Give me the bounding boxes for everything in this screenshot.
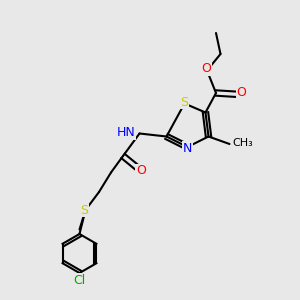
Text: N: N <box>183 142 192 155</box>
Text: S: S <box>181 95 188 109</box>
Text: HN: HN <box>116 126 135 139</box>
Text: O: O <box>201 62 211 76</box>
Text: O: O <box>136 164 146 178</box>
Text: S: S <box>80 203 88 217</box>
Text: Cl: Cl <box>74 274 86 287</box>
Text: CH₃: CH₃ <box>232 138 253 148</box>
Text: O: O <box>236 86 246 100</box>
